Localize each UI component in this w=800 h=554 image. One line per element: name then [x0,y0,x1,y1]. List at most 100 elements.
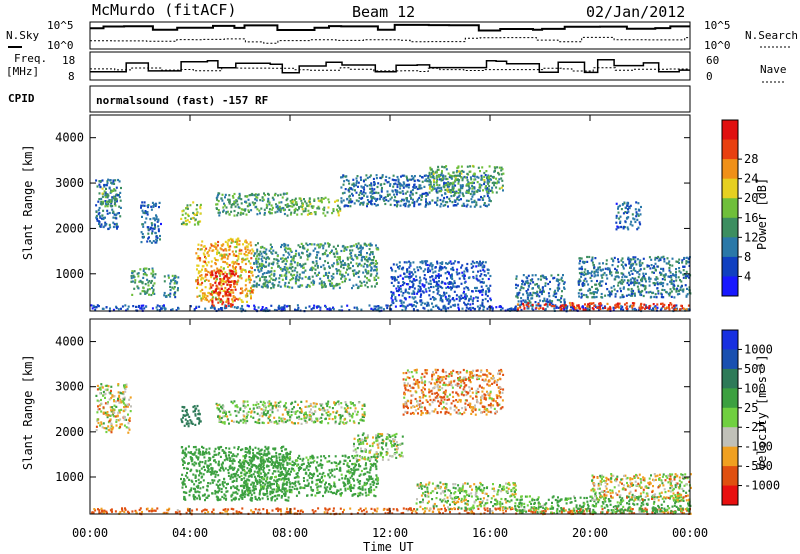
echo-cell [483,179,486,182]
echo-cell [259,212,261,215]
echo-cell [111,394,114,397]
echo-cell [142,236,145,239]
echo-cell [217,211,220,214]
echo-cell [626,204,629,207]
echo-cell [445,297,448,300]
echo-cell [629,278,632,281]
echo-cell [421,262,424,265]
echo-cell [638,269,641,272]
echo-cell [196,257,199,260]
echo-cell [232,203,235,206]
echo-cell [526,291,528,295]
echo-cell [217,200,220,203]
echo-cell [679,271,682,274]
echo-cell [197,221,200,224]
echo-cell [193,223,196,226]
echo-cell [582,308,585,311]
echo-cell [614,278,617,281]
echo-cell [263,208,266,211]
echo-cell [221,199,224,202]
echo-cell [498,507,501,510]
echo-cell [639,308,642,311]
echo-cell [437,306,439,309]
echo-cell [409,191,412,194]
echo-cell [457,188,460,191]
echo-cell [213,290,216,294]
echo-cell [280,243,283,247]
echo-cell [376,272,379,275]
echo-cell [331,249,333,252]
echo-cell [586,260,589,263]
echo-cell [219,254,222,257]
echo-cell [448,281,451,284]
echo-cell [469,170,472,173]
echo-cell [233,306,236,309]
echo-cell [577,282,580,285]
echo-cell [488,165,491,168]
echo-cell [337,262,340,265]
echo-cell [248,275,250,278]
echo-cell [375,191,378,194]
echo-cell [478,279,481,282]
echo-cell [98,180,101,183]
echo-cell [134,279,137,282]
echo-cell [413,291,416,294]
echo-cell [321,253,324,256]
echo-cell [562,507,565,510]
echo-cell [653,266,656,269]
echo-cell [230,210,233,213]
echo-cell [350,201,353,204]
echo-cell [234,205,237,208]
echo-cell [138,304,140,308]
echo-cell [155,235,158,238]
echo-cell [416,200,419,203]
echo-cell [126,510,129,513]
echo-cell [261,266,263,270]
echo-cell [197,276,199,279]
echo-cell [598,262,601,265]
echo-cell [355,283,358,286]
echo-cell [336,199,339,202]
echo-cell [216,249,219,252]
echo-cell [396,205,398,208]
echo-cell [632,256,635,259]
echo-cell [244,258,247,261]
echo-cell [223,276,226,279]
echo-cell [104,194,107,197]
nsky-label: N.Sky [6,29,39,42]
echo-cell [584,307,587,310]
echo-cell [484,508,487,512]
echo-cell [152,205,155,208]
echo-cell [342,263,345,267]
echo-cell [375,177,378,180]
echo-cell [632,217,635,220]
echo-cell [667,275,670,278]
echo-cell [644,507,647,510]
echo-cell [609,291,612,294]
echo-cell [595,270,598,273]
echo-cell [481,290,484,293]
echo-cell [289,247,292,251]
echo-cell [457,285,460,288]
echo-cell [613,256,616,259]
echo-cell [201,240,204,243]
echo-cell [596,287,599,290]
echo-cell [580,257,583,260]
echo-cell [534,283,537,286]
echo-cell [481,302,484,305]
echo-cell [117,178,120,182]
echo-cell [115,186,118,189]
echo-cell [441,165,444,168]
echo-cell [145,291,148,294]
echo-cell [218,272,221,275]
echo-cell [204,511,207,515]
echo-cell [366,272,369,275]
echo-cell [275,277,278,280]
echo-cell [673,274,676,277]
echo-cell [451,287,453,290]
echo-cell [288,286,291,289]
echo-cell [543,297,546,300]
echo-cell [669,264,671,267]
echo-cell [624,206,627,209]
echo-cell [436,196,439,199]
